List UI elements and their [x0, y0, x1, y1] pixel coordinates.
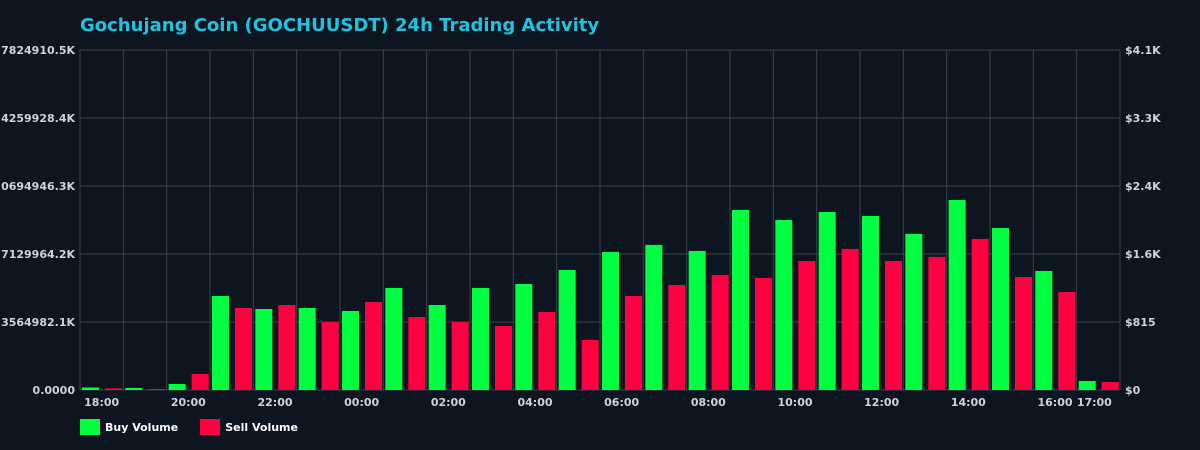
- buy-bar: [428, 304, 446, 390]
- x-tick-label: 17:00: [1077, 396, 1112, 409]
- x-tick-label: 12:00: [864, 396, 899, 409]
- sell-bar: [841, 248, 859, 390]
- sell-bar: [1101, 381, 1119, 390]
- x-tick-label: 20:00: [171, 396, 206, 409]
- x-tick-label: 10:00: [777, 396, 812, 409]
- buy-bar: [168, 383, 186, 390]
- x-tick-label: 14:00: [951, 396, 986, 409]
- buy-bar: [558, 269, 576, 390]
- sell-bar: [581, 339, 599, 390]
- sell-bar: [278, 304, 296, 390]
- sell-bar: [668, 284, 686, 390]
- buy-bar: [472, 287, 489, 390]
- buy-bar: [82, 387, 99, 390]
- y-right-tick-label: $815: [1125, 316, 1156, 329]
- buy-bar: [298, 307, 316, 390]
- sell-bar: [235, 307, 252, 390]
- x-tick-label: 06:00: [604, 396, 639, 409]
- buy-bar: [732, 209, 749, 390]
- sell-bar: [191, 373, 209, 390]
- buy-bar: [1078, 380, 1096, 390]
- sell-bar: [408, 316, 426, 390]
- buy-bar: [602, 251, 619, 390]
- x-tick-label: 08:00: [691, 396, 726, 409]
- sell-bar: [755, 277, 772, 390]
- sell-bar: [625, 295, 642, 390]
- sell-bar: [1058, 291, 1076, 390]
- sell-bar: [885, 260, 902, 390]
- x-tick-label: 16:00: [1037, 396, 1072, 409]
- legend: Buy Volume Sell Volume: [80, 419, 298, 435]
- y-right-tick-label: $0: [1125, 384, 1141, 397]
- legend-sell[interactable]: Sell Volume: [200, 419, 298, 435]
- buy-bar: [862, 215, 879, 390]
- y-right-tick-label: $3.3K: [1125, 112, 1161, 125]
- x-tick-label: 04:00: [517, 396, 552, 409]
- buy-bar: [645, 244, 663, 390]
- buy-bar: [775, 219, 793, 390]
- y-left-tick-label: 7129964.2K: [1, 248, 75, 261]
- y-right-tick-label: $1.6K: [1125, 248, 1161, 261]
- buy-bar: [688, 250, 706, 390]
- y-right-tick-label: $2.4K: [1125, 180, 1161, 193]
- buy-bar: [515, 283, 533, 390]
- sell-bar: [451, 322, 469, 390]
- legend-swatch-sell: [200, 419, 221, 435]
- legend-label-buy: Buy Volume: [105, 420, 179, 434]
- sell-bar: [1015, 276, 1032, 390]
- buy-bar: [125, 387, 143, 390]
- chart-title: Gochujang Coin (GOCHUUSDT) 24h Trading A…: [80, 15, 600, 36]
- buy-bar: [818, 211, 836, 390]
- buy-bar: [212, 295, 229, 390]
- y-left-tick-label: 7824910.5K: [1, 44, 75, 57]
- buy-bar: [385, 287, 403, 390]
- buy-bar: [948, 199, 966, 390]
- buy-bar: [1035, 270, 1053, 390]
- legend-buy[interactable]: Buy Volume: [80, 419, 178, 435]
- sell-bar: [495, 326, 512, 390]
- buy-bar: [905, 233, 923, 390]
- x-tick-label: 00:00: [344, 396, 379, 409]
- x-tick-label: 18:00: [84, 396, 119, 409]
- y-left-tick-label: 3564982.1K: [1, 316, 75, 329]
- sell-bar: [148, 388, 166, 390]
- x-tick-label: 22:00: [257, 396, 292, 409]
- sell-bar: [711, 274, 729, 390]
- sell-bar: [321, 322, 339, 390]
- sell-bar: [538, 311, 556, 390]
- buy-bar: [255, 308, 273, 390]
- buy-bar: [342, 310, 359, 390]
- sell-bar: [798, 260, 816, 390]
- sell-bar: [105, 388, 122, 390]
- y-right-tick-label: $4.1K: [1125, 44, 1161, 57]
- legend-swatch-buy: [80, 419, 100, 435]
- y-left-tick-label: 0.0000: [33, 384, 76, 397]
- sell-bar: [365, 301, 382, 390]
- sell-bar: [971, 238, 989, 390]
- x-tick-label: 02:00: [431, 396, 466, 409]
- legend-label-sell: Sell Volume: [225, 420, 298, 434]
- y-left-tick-label: 0694946.3K: [1, 180, 75, 193]
- sell-bar: [928, 256, 946, 390]
- buy-bar: [992, 227, 1009, 390]
- y-left-tick-label: 4259928.4K: [1, 112, 75, 125]
